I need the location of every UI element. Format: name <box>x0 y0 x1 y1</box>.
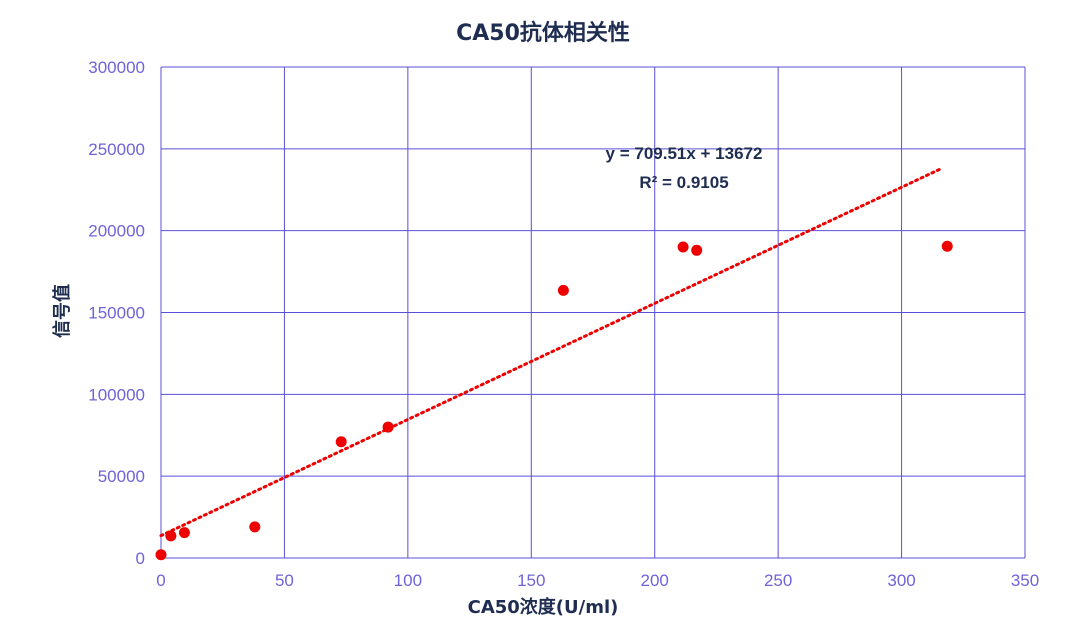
x-tick-label: 250 <box>764 571 792 590</box>
data-point <box>382 421 394 433</box>
y-axis-label: 信号值 <box>51 284 73 338</box>
x-tick-label: 0 <box>156 571 165 590</box>
x-tick-label: 350 <box>1011 571 1039 590</box>
y-tick-label: 150000 <box>88 304 145 323</box>
data-points <box>155 240 953 561</box>
x-tick-label: 100 <box>394 571 422 590</box>
x-tick-labels: 0 50 100 150 200 250 300 350 <box>156 571 1039 590</box>
y-tick-label: 100000 <box>88 385 145 404</box>
data-point <box>557 284 569 296</box>
x-tick-label: 50 <box>275 571 294 590</box>
data-point <box>165 530 177 542</box>
trendline <box>159 167 943 538</box>
data-point <box>691 244 703 256</box>
data-point <box>155 549 167 561</box>
data-point <box>677 241 689 253</box>
trendline-r2: R² = 0.9105 <box>639 173 728 192</box>
y-tick-label: 50000 <box>98 467 145 486</box>
y-tick-label: 250000 <box>88 140 145 159</box>
y-tick-label: 200000 <box>88 222 145 241</box>
x-tick-label: 200 <box>641 571 669 590</box>
grid-lines <box>160 66 1026 559</box>
y-tick-label: 300000 <box>88 58 145 77</box>
x-tick-label: 150 <box>517 571 545 590</box>
data-point <box>335 436 347 448</box>
x-tick-label: 300 <box>887 571 915 590</box>
x-axis-label: CA50浓度(U/ml) <box>468 596 619 618</box>
trendline-equation: y = 709.51x + 13672 <box>606 144 763 163</box>
data-point <box>249 521 261 533</box>
data-point <box>178 527 190 539</box>
trendline-group <box>159 167 943 538</box>
y-tick-labels: 0 50000 100000 150000 200000 250000 300000 <box>88 58 145 568</box>
y-tick-label: 0 <box>136 549 145 568</box>
chart-title: CA50抗体相关性 <box>456 20 630 46</box>
data-point <box>941 240 953 252</box>
